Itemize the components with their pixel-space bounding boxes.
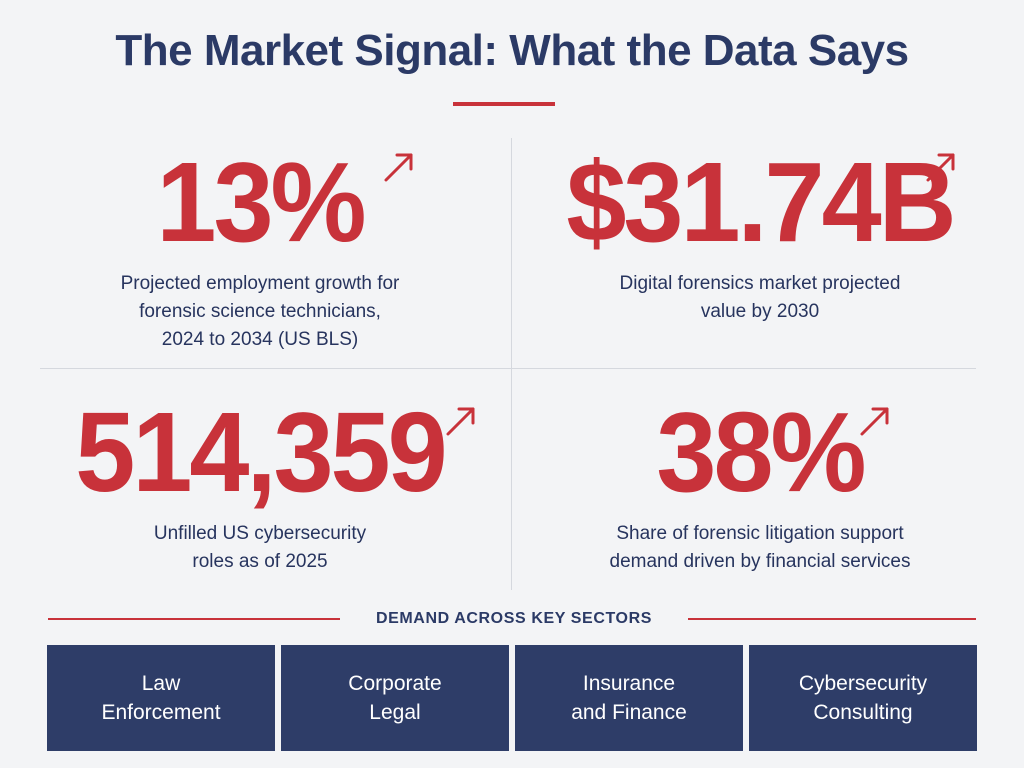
horizontal-divider [40, 368, 976, 369]
stat-value: $31.74B [566, 137, 956, 265]
arrow-up-right-icon [446, 407, 475, 436]
arrow-up-right-icon [860, 407, 889, 436]
sector-insurance-finance: Insurance and Finance [515, 645, 743, 751]
stat-label: Projected employment growth for forensic… [120, 273, 400, 350]
stat-label: Unfilled US cybersecurity roles as of 20… [153, 523, 367, 572]
sectors-header: DEMAND ACROSS KEY SECTORS [0, 607, 1024, 631]
sectors-row: Law Enforcement Corporate Legal Insuranc… [47, 645, 977, 751]
sector-law-enforcement: Law Enforcement [47, 645, 275, 751]
title-underline [453, 102, 555, 106]
arrow-up-right-icon [926, 153, 955, 182]
stat-label: Digital forensics market projected value… [619, 273, 901, 322]
vertical-divider [511, 138, 512, 590]
stat-unfilled-roles: 514,359 Unfilled US cybersecurity roles … [40, 387, 480, 576]
arrow-up-right-icon [384, 153, 413, 182]
sectors-rule-left [48, 618, 340, 620]
stat-value: 13% [156, 137, 366, 265]
sector-cybersecurity-consulting: Cybersecurity Consulting [749, 645, 977, 751]
stat-market-value: $31.74B Digital forensics market project… [540, 137, 980, 326]
stat-employment-growth: 13% Projected employment growth for fore… [40, 137, 480, 354]
stat-financial-share: 38% Share of forensic litigation support… [540, 387, 980, 576]
sector-corporate-legal: Corporate Legal [281, 645, 509, 751]
sectors-title: DEMAND ACROSS KEY SECTORS [375, 610, 653, 627]
page-title: The Market Signal: What the Data Says [115, 26, 909, 75]
stat-value: 514,359 [75, 387, 447, 515]
sectors-rule-right [688, 618, 976, 620]
stat-value: 38% [656, 387, 866, 515]
stat-label: Share of forensic litigation support dem… [609, 523, 911, 572]
